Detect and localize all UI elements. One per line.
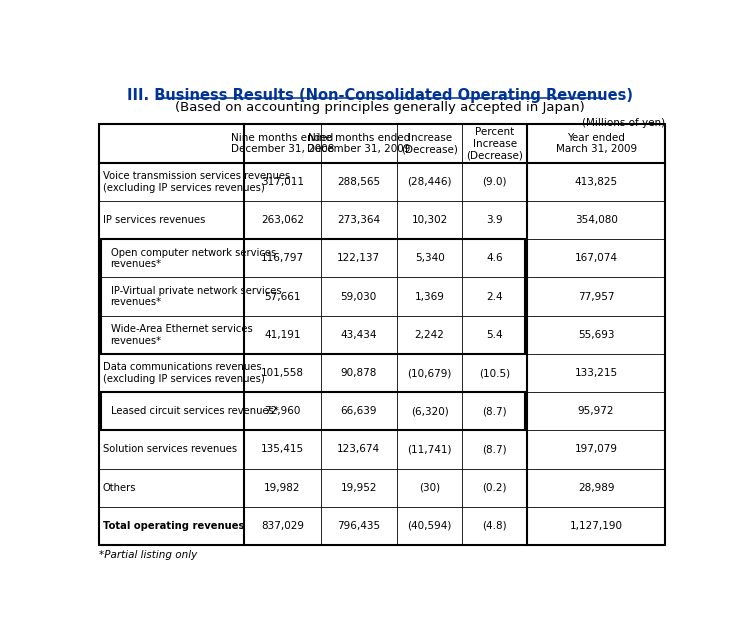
Text: (40,594): (40,594) [407,521,452,531]
Text: IP-Virtual private network services
revenues*: IP-Virtual private network services reve… [111,285,281,307]
Text: 28,989: 28,989 [578,483,614,493]
Text: *Partial listing only: *Partial listing only [99,550,197,560]
Text: 90,878: 90,878 [341,368,377,378]
Text: 288,565: 288,565 [337,177,381,187]
Text: 317,011: 317,011 [260,177,303,187]
Text: 2.4: 2.4 [487,291,503,302]
Text: Year ended
March 31, 2009: Year ended March 31, 2009 [556,132,637,154]
Text: (10,679): (10,679) [407,368,452,378]
Text: 837,029: 837,029 [260,521,303,531]
Text: IP services revenues: IP services revenues [102,215,205,225]
Text: 197,079: 197,079 [574,444,617,455]
Text: 273,364: 273,364 [337,215,381,225]
Text: 413,825: 413,825 [574,177,617,187]
Text: 167,074: 167,074 [574,253,617,264]
Text: Data communications revenues
(excluding IP services revenues): Data communications revenues (excluding … [102,362,264,384]
Text: Others: Others [102,483,136,493]
Text: Leased circuit services revenues*: Leased circuit services revenues* [111,406,278,416]
Text: 263,062: 263,062 [260,215,303,225]
Text: (4.8): (4.8) [482,521,507,531]
Text: 43,434: 43,434 [341,330,377,340]
Text: 55,693: 55,693 [578,330,614,340]
Bar [99,124,665,545]
Text: (Millions of yen): (Millions of yen) [582,118,665,128]
Text: 3.9: 3.9 [487,215,503,225]
Text: (6,320): (6,320) [411,406,448,416]
Text: Percent
Increase
(Decrease): Percent Increase (Decrease) [466,127,523,160]
Text: 72,960: 72,960 [264,406,301,416]
Text: 57,661: 57,661 [264,291,301,302]
Text: 1,369: 1,369 [415,291,444,302]
Text: Voice transmission services revenues
(excluding IP services revenues): Voice transmission services revenues (ex… [102,171,290,193]
Text: 4.6: 4.6 [487,253,503,264]
Text: 19,982: 19,982 [264,483,301,493]
Text: Wide-Area Ethernet services
revenues*: Wide-Area Ethernet services revenues* [111,324,252,346]
Text: 135,415: 135,415 [260,444,304,455]
Text: III. Business Results (Non-Consolidated Operating Revenues): III. Business Results (Non-Consolidated … [128,88,633,103]
Text: Total operating revenues: Total operating revenues [102,521,244,531]
Text: 66,639: 66,639 [341,406,377,416]
Text: 133,215: 133,215 [574,368,617,378]
Text: 2,242: 2,242 [415,330,444,340]
Text: 77,957: 77,957 [578,291,614,302]
Bar [101,392,525,430]
Text: (10.5): (10.5) [479,368,510,378]
Text: 101,558: 101,558 [260,368,303,378]
Text: Nine months ended
December 31, 2008: Nine months ended December 31, 2008 [231,132,334,154]
Text: (30): (30) [419,483,440,493]
Text: Open computer network services
revenues*: Open computer network services revenues* [111,248,276,269]
Text: 796,435: 796,435 [337,521,381,531]
Text: 5,340: 5,340 [415,253,444,264]
Text: (Based on accounting principles generally accepted in Japan): (Based on accounting principles generall… [175,101,585,114]
Text: (0.2): (0.2) [482,483,507,493]
Text: (8.7): (8.7) [482,406,507,416]
Text: 123,674: 123,674 [337,444,381,455]
Text: (9.0): (9.0) [482,177,507,187]
Text: 10,302: 10,302 [412,215,447,225]
Text: 95,972: 95,972 [578,406,614,416]
Text: Solution services revenues: Solution services revenues [102,444,237,455]
Text: 41,191: 41,191 [264,330,301,340]
Text: (8.7): (8.7) [482,444,507,455]
Text: Increase
(Decrease): Increase (Decrease) [401,132,458,154]
Text: 122,137: 122,137 [337,253,381,264]
Text: 59,030: 59,030 [341,291,377,302]
Text: (28,446): (28,446) [407,177,452,187]
Text: 354,080: 354,080 [574,215,617,225]
Text: 1,127,190: 1,127,190 [570,521,623,531]
Text: 19,952: 19,952 [341,483,377,493]
Text: 5.4: 5.4 [487,330,503,340]
Text: Nine months ended
December 31, 2009: Nine months ended December 31, 2009 [307,132,410,154]
Bar [101,239,525,354]
Text: 116,797: 116,797 [260,253,304,264]
Text: (11,741): (11,741) [407,444,452,455]
